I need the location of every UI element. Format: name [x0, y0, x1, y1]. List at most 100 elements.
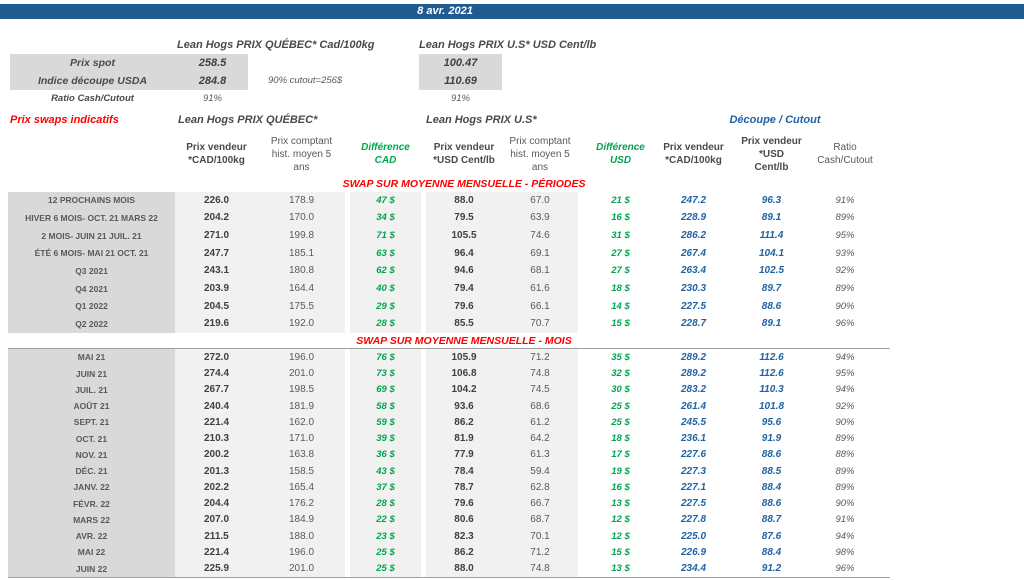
- cell-diff-cad: 47 $: [350, 191, 421, 210]
- cell-pc-cad: 198.5: [258, 381, 345, 398]
- cell-ratio: 98%: [835, 546, 855, 558]
- cell-diff-cad: 76 $: [350, 349, 421, 366]
- cell-ratio: 89%: [835, 481, 855, 493]
- cell-pc-usd: 71.2: [502, 349, 578, 366]
- cell-decoupe-usd: 104.1: [758, 247, 785, 259]
- cell-pc-usd: 67.0: [502, 191, 578, 210]
- cell-diff-usd: 18 $: [611, 283, 630, 295]
- cell-pv-usd: 105.5: [426, 226, 502, 245]
- cell-diff-cad: 29 $: [350, 297, 421, 316]
- summary-qc-shading: [10, 54, 248, 72]
- cell-pc-cad: 164.4: [258, 279, 345, 298]
- row-label: MAI 22: [8, 544, 175, 561]
- row-label: AVR. 22: [8, 528, 175, 545]
- row-label: FÉVR. 22: [8, 495, 175, 512]
- header-pv-usd: Prix vendeur *USD Cent/lb: [433, 142, 495, 166]
- cell-pv-usd: 79.6: [426, 495, 502, 512]
- cell-decoupe-usd: 88.4: [761, 481, 782, 493]
- cell-ratio: 95%: [835, 368, 855, 380]
- header-decoupe-usd: Prix vendeur *USD Cent/lb: [741, 135, 802, 173]
- cell-ratio: 90%: [835, 300, 855, 312]
- cell-decoupe-cad: 228.9: [680, 212, 707, 224]
- cell-decoupe-cad: 261.4: [680, 400, 707, 412]
- cell-diff-cad: 37 $: [350, 479, 421, 496]
- cell-pv-cad: 243.1: [175, 262, 258, 280]
- cell-diff-usd: 35 $: [611, 351, 630, 363]
- cell-diff-usd: 15 $: [611, 546, 630, 558]
- cell-ratio: 94%: [835, 351, 855, 363]
- column-header-row: Prix vendeur *CAD/100kg Prix comptant his…: [8, 132, 1016, 176]
- cell-pv-usd: 79.4: [426, 279, 502, 298]
- cell-decoupe-usd: 89.7: [761, 283, 782, 295]
- cell-pc-usd: 70.7: [502, 315, 578, 333]
- cell-diff-cad: 28 $: [350, 315, 421, 333]
- table-row: Q2 2022 219.6 192.0 28 $ 85.5 70.7 15 $ 228.7 89…: [8, 315, 1016, 333]
- row-label: SEPT. 21: [8, 414, 175, 431]
- cell-decoupe-usd: 112.6: [759, 351, 784, 363]
- section-title: SWAP SUR MOYENNE MENSUELLE - MOIS: [356, 334, 572, 347]
- cell-decoupe-usd: 96.3: [761, 194, 782, 206]
- cell-decoupe-usd: 91.2: [761, 563, 782, 575]
- cell-pc-cad: 201.0: [258, 560, 345, 577]
- cell-pc-usd: 69.1: [502, 244, 578, 263]
- cell-pc-cad: 158.5: [258, 463, 345, 480]
- cell-diff-cad: 40 $: [350, 279, 421, 298]
- cell-pc-cad: 171.0: [258, 430, 345, 447]
- table-row: JUIN 21 274.4 201.0 73 $ 106.8 74.8 32 $ 289.2 1…: [8, 365, 1016, 382]
- cell-diff-cad: 28 $: [350, 495, 421, 512]
- cell-diff-usd: 25 $: [611, 416, 630, 428]
- cell-pc-cad: 163.8: [258, 446, 345, 463]
- cell-pc-usd: 64.2: [502, 430, 578, 447]
- summary-qc-header: Lean Hogs PRIX QUÉBEC* Cad/100kg: [177, 39, 375, 51]
- cell-pv-usd: 88.0: [426, 560, 502, 577]
- cell-pv-cad: 240.4: [175, 398, 258, 415]
- table-row: ÉTÉ 6 MOIS- MAI 21 OCT. 21 247.7 185.1 63 $…: [8, 244, 1016, 263]
- cell-decoupe-cad: 236.1: [680, 433, 707, 445]
- cell-pv-cad: 267.7: [175, 381, 258, 398]
- cell-decoupe-usd: 101.8: [758, 400, 785, 412]
- cell-pv-cad: 271.0: [175, 226, 258, 245]
- cell-decoupe-cad: 289.2: [680, 351, 707, 363]
- cell-diff-usd: 17 $: [611, 449, 630, 461]
- cell-ratio: 89%: [835, 283, 855, 295]
- header-pc-cad: Prix comptant hist. moyen 5 ans: [270, 135, 333, 173]
- cell-diff-cad: 25 $: [350, 544, 421, 561]
- table-row: Q1 2022 204.5 175.5 29 $ 79.6 66.1 14 $ 227.5 88…: [8, 297, 1016, 316]
- cell-pv-usd: 78.4: [426, 463, 502, 480]
- cell-diff-cad: 62 $: [350, 262, 421, 280]
- table-row: FÉVR. 22 204.4 176.2 28 $ 79.6 66.7 13 $ 227.5 8…: [8, 495, 1016, 512]
- cell-pv-usd: 79.6: [426, 297, 502, 316]
- cell-pv-usd: 80.6: [426, 511, 502, 528]
- cell-pv-usd: 96.4: [426, 244, 502, 263]
- cell-diff-cad: 39 $: [350, 430, 421, 447]
- table-row: JUIL. 21 267.7 198.5 69 $ 104.2 74.5 30 $ 283.2…: [8, 381, 1016, 398]
- cell-diff-usd: 14 $: [611, 300, 630, 312]
- table-row: MAI 21 272.0 196.0 76 $ 105.9 71.2 35 $ 289.2 11…: [8, 349, 1016, 366]
- cell-pv-cad: 274.4: [175, 365, 258, 382]
- cell-diff-cad: 34 $: [350, 209, 421, 227]
- cell-pc-usd: 71.2: [502, 544, 578, 561]
- row-label: ÉTÉ 6 MOIS- MAI 21 OCT. 21: [8, 244, 175, 263]
- cell-pc-usd: 61.3: [502, 446, 578, 463]
- cell-diff-usd: 25 $: [611, 400, 630, 412]
- header-ratio: Ratio Cash/Cutout: [817, 142, 873, 166]
- header-pc-usd: Prix comptant hist. moyen 5 ans: [509, 135, 571, 173]
- row-label: MARS 22: [8, 511, 175, 528]
- summary-qc-value: 91%: [202, 93, 222, 104]
- cell-decoupe-cad: 226.9: [680, 546, 707, 558]
- table-row: 2 MOIS- JUIN 21 JUIL. 21 271.0 199.8 71 $ 10…: [8, 226, 1016, 245]
- cell-decoupe-usd: 89.1: [761, 318, 782, 330]
- summary-row: Ratio Cash/Cutout 91% 91%: [0, 90, 1024, 108]
- swaps-table: Prix swaps indicatifs Lean Hogs PRIX QUÉ…: [8, 114, 1016, 578]
- row-label: OCT. 21: [8, 430, 175, 447]
- cell-diff-usd: 31 $: [611, 230, 630, 242]
- table-bottom-line: [8, 576, 890, 578]
- cell-pc-usd: 68.1: [502, 262, 578, 280]
- cell-diff-usd: 18 $: [611, 433, 630, 445]
- cell-pc-cad: 196.0: [258, 544, 345, 561]
- summary-us-value: 100.47: [443, 57, 478, 69]
- cell-diff-usd: 13 $: [611, 498, 630, 510]
- cell-pc-cad: 170.0: [258, 209, 345, 227]
- row-label: 12 PROCHAINS MOIS: [8, 191, 175, 210]
